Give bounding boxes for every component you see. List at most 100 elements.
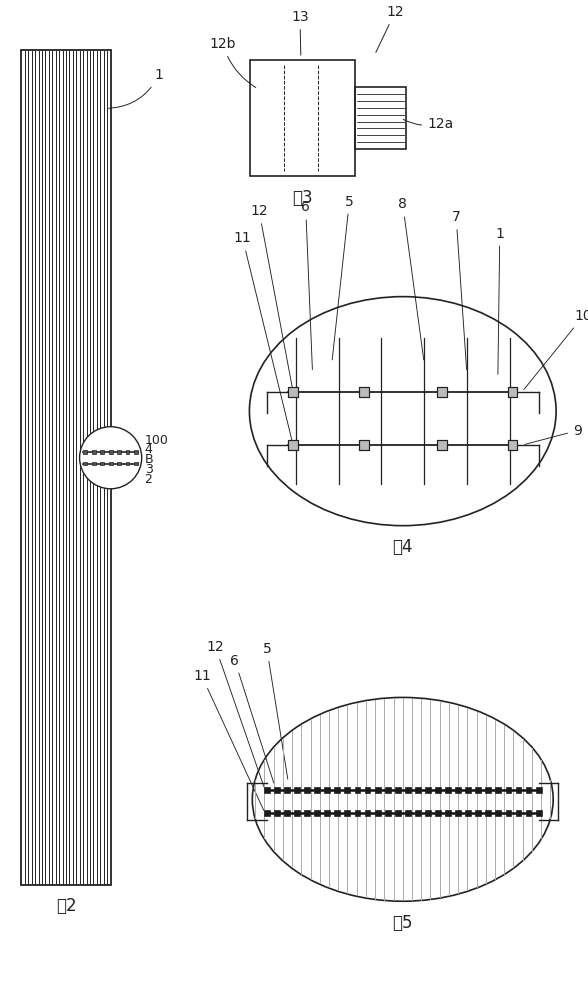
Bar [101, 462, 104, 465]
Bar [415, 810, 421, 816]
Bar [274, 810, 280, 816]
Bar [385, 787, 390, 793]
Bar [425, 810, 431, 816]
Bar [507, 440, 517, 450]
Bar [345, 810, 350, 816]
Bar [284, 810, 290, 816]
Text: 13: 13 [291, 10, 309, 55]
Bar [134, 462, 138, 465]
Bar [536, 810, 542, 816]
Bar [325, 810, 330, 816]
Bar [83, 462, 88, 465]
Bar [355, 787, 360, 793]
Bar [264, 787, 270, 793]
Bar [109, 450, 112, 454]
Bar [125, 462, 129, 465]
Bar [435, 810, 441, 816]
Bar [485, 810, 491, 816]
Bar [475, 810, 481, 816]
Bar [359, 440, 369, 450]
Bar [359, 440, 369, 450]
Bar [455, 810, 461, 816]
Bar [437, 387, 446, 397]
Bar [117, 462, 121, 465]
Text: 8: 8 [398, 197, 424, 360]
Bar [294, 810, 300, 816]
Bar [526, 787, 532, 793]
Bar [496, 787, 502, 793]
Bar [125, 450, 129, 454]
Bar [83, 450, 88, 454]
Bar [250, 60, 355, 176]
Bar [304, 810, 310, 816]
Bar [335, 810, 340, 816]
Bar [437, 440, 446, 450]
Bar [294, 787, 300, 793]
Bar [437, 387, 446, 397]
Bar [526, 810, 532, 816]
Text: 6: 6 [301, 200, 312, 370]
Bar [335, 787, 340, 793]
Ellipse shape [249, 297, 556, 526]
Bar [385, 810, 390, 816]
Bar [365, 810, 370, 816]
Bar [325, 787, 330, 793]
Text: 11: 11 [234, 231, 292, 442]
Bar [345, 787, 350, 793]
Bar [455, 787, 461, 793]
Text: 12b: 12b [210, 37, 256, 88]
Text: 2: 2 [145, 473, 152, 486]
Text: 12: 12 [206, 640, 264, 787]
Bar [365, 787, 370, 793]
Bar [405, 787, 410, 793]
Bar [507, 440, 517, 450]
Text: 10: 10 [524, 309, 588, 390]
Bar [21, 50, 111, 885]
Bar [465, 810, 471, 816]
Bar [92, 450, 96, 454]
Bar [315, 787, 320, 793]
Bar [507, 387, 517, 397]
Bar [117, 450, 121, 454]
Bar [506, 810, 512, 816]
Text: 12: 12 [376, 5, 404, 52]
Text: 3: 3 [145, 463, 152, 476]
Bar [507, 387, 517, 397]
Bar [304, 787, 310, 793]
Bar [506, 787, 512, 793]
Bar [395, 787, 400, 793]
Text: 7: 7 [452, 210, 467, 370]
Text: 6: 6 [230, 654, 274, 783]
Bar [288, 387, 298, 397]
Text: 4: 4 [145, 443, 152, 456]
Bar [375, 787, 380, 793]
Bar [288, 440, 298, 450]
Bar [92, 462, 96, 465]
Bar [134, 450, 138, 454]
Bar [435, 787, 441, 793]
Bar [264, 810, 270, 816]
Bar [315, 810, 320, 816]
Circle shape [79, 427, 142, 489]
Text: 图5: 图5 [393, 914, 413, 932]
Text: 11: 11 [193, 669, 264, 810]
Text: 1: 1 [109, 68, 163, 108]
Bar [425, 787, 431, 793]
Text: 9: 9 [525, 424, 582, 444]
Bar [284, 787, 290, 793]
Text: 12: 12 [250, 204, 293, 389]
Bar [274, 787, 280, 793]
Bar [475, 787, 481, 793]
Text: 图3: 图3 [292, 189, 313, 207]
Bar [465, 787, 471, 793]
Bar [496, 810, 502, 816]
Bar [516, 787, 522, 793]
Bar [445, 810, 451, 816]
Bar [288, 387, 298, 397]
Bar [355, 87, 406, 149]
Bar [359, 387, 369, 397]
Text: 100: 100 [145, 434, 169, 447]
Text: B: B [145, 453, 153, 466]
Bar [415, 787, 421, 793]
Text: 5: 5 [262, 642, 288, 779]
